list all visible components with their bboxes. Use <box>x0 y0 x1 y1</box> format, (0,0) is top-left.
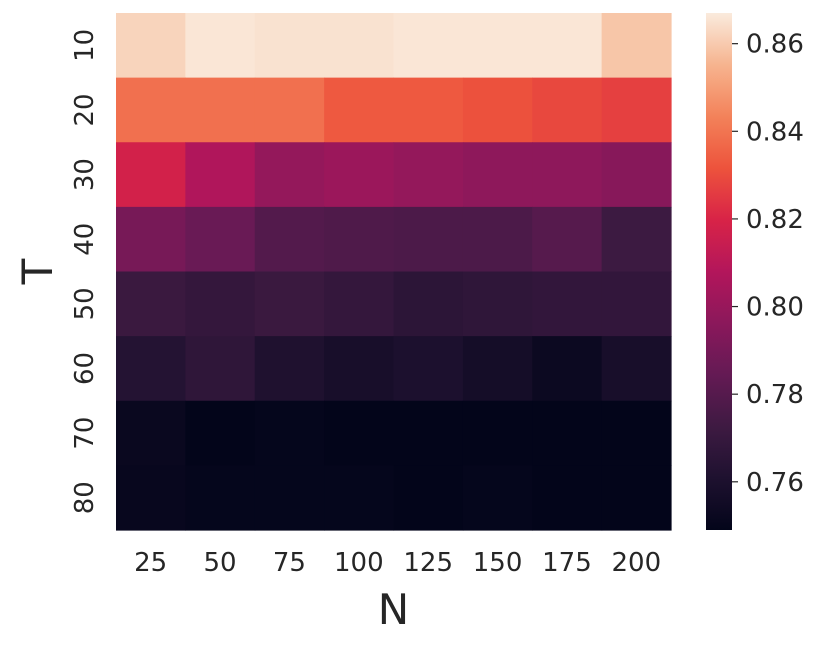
y-tick-label: 80 <box>70 481 100 514</box>
heatmap-cell <box>601 142 672 208</box>
heatmap-cell <box>116 206 186 273</box>
y-tick-label: 10 <box>70 29 100 62</box>
heatmap-cell <box>116 142 186 208</box>
heatmap-cell <box>462 400 533 466</box>
heatmap-cell <box>324 206 395 273</box>
x-tick-label: 125 <box>403 548 453 578</box>
heatmap-cell <box>254 142 325 208</box>
heatmap-cell <box>116 336 186 402</box>
colorbar-tick-label: 0.86 <box>746 30 804 60</box>
y-tick-label: 40 <box>70 223 100 256</box>
x-tick-label: 150 <box>473 548 523 578</box>
x-tick-label: 175 <box>542 548 592 578</box>
heatmap-cell <box>532 271 603 337</box>
heatmap-cell <box>185 465 256 531</box>
colorbar-tick-label: 0.78 <box>746 380 804 410</box>
colorbar-tick-label: 0.82 <box>746 205 804 235</box>
heatmap-cell <box>393 142 464 208</box>
x-axis-label: N <box>378 585 409 634</box>
heatmap-cells <box>116 13 672 531</box>
y-tick-label: 60 <box>70 352 100 385</box>
heatmap-cell <box>116 465 186 531</box>
heatmap-cell <box>116 400 186 466</box>
heatmap-cell <box>532 465 603 531</box>
heatmap-cell <box>601 336 672 402</box>
heatmap-cell <box>324 465 395 531</box>
y-tick-label: 50 <box>70 287 100 320</box>
y-tick-label: 30 <box>70 158 100 191</box>
y-axis-label: T <box>13 258 62 285</box>
heatmap-cell <box>254 336 325 402</box>
heatmap-cell <box>324 77 395 143</box>
heatmap-cell <box>185 13 256 79</box>
x-tick-label: 25 <box>134 548 167 578</box>
heatmap-cell <box>462 206 533 273</box>
heatmap-cell <box>254 13 325 79</box>
colorbar-tick-label: 0.80 <box>746 293 804 323</box>
heatmap-cell <box>462 271 533 337</box>
heatmap-cell <box>393 465 464 531</box>
heatmap-cell <box>324 336 395 402</box>
heatmap-cell <box>601 271 672 337</box>
heatmap-cell <box>254 400 325 466</box>
colorbar-ticks: 0.76 0.78 0.80 0.82 0.84 0.86 <box>732 30 804 498</box>
x-tick-label: 200 <box>611 548 661 578</box>
heatmap-cell <box>185 77 256 143</box>
heatmap-cell <box>254 77 325 143</box>
heatmap-cell <box>116 13 186 79</box>
x-tick-labels: 25 50 75 100 125 150 175 200 <box>134 548 661 578</box>
x-tick-label: 100 <box>334 548 384 578</box>
heatmap-cell <box>601 13 672 79</box>
x-tick-label: 75 <box>273 548 306 578</box>
heatmap-cell <box>601 77 672 143</box>
heatmap-cell <box>324 13 395 79</box>
heatmap-cell <box>532 336 603 402</box>
heatmap-cell <box>324 271 395 337</box>
heatmap-cell <box>393 13 464 79</box>
heatmap-cell <box>254 271 325 337</box>
heatmap-cell <box>462 465 533 531</box>
heatmap-cell <box>393 77 464 143</box>
heatmap-cell <box>116 271 186 337</box>
heatmap-cell <box>185 271 256 337</box>
y-tick-label: 70 <box>70 417 100 450</box>
heatmap-cell <box>254 206 325 273</box>
y-tick-labels: 10 20 30 40 50 60 70 80 <box>70 29 100 514</box>
heatmap-cell <box>185 142 256 208</box>
heatmap-cell <box>185 400 256 466</box>
heatmap-cell <box>324 142 395 208</box>
heatmap-cell <box>601 400 672 466</box>
y-tick-label: 20 <box>70 93 100 126</box>
heatmap-cell <box>532 400 603 466</box>
colorbar <box>706 13 732 530</box>
colorbar-tick-label: 0.84 <box>746 117 804 147</box>
heatmap-cell <box>601 465 672 531</box>
heatmap-cell <box>254 465 325 531</box>
colorbar-tick-label: 0.76 <box>746 468 804 498</box>
heatmap-cell <box>532 13 603 79</box>
heatmap-cell <box>462 142 533 208</box>
heatmap-cell <box>462 77 533 143</box>
x-tick-label: 50 <box>204 548 237 578</box>
heatmap-cell <box>601 206 672 273</box>
heatmap-cell <box>393 271 464 337</box>
heatmap-cell <box>185 206 256 273</box>
heatmap-cell <box>462 336 533 402</box>
heatmap-cell <box>324 400 395 466</box>
heatmap-cell <box>116 77 186 143</box>
heatmap-cell <box>532 142 603 208</box>
heatmap-cell <box>185 336 256 402</box>
heatmap-cell <box>393 336 464 402</box>
heatmap-cell <box>462 13 533 79</box>
heatmap-cell <box>393 400 464 466</box>
heatmap-cell <box>532 77 603 143</box>
heatmap-cell <box>532 206 603 273</box>
heatmap-cell <box>393 206 464 273</box>
